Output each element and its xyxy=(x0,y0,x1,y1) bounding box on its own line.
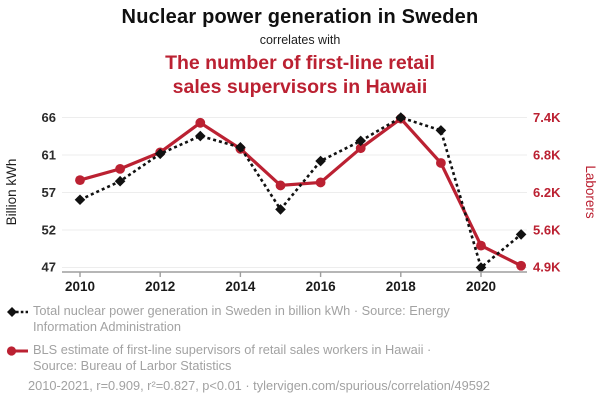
diamond-marker-sweden-nuclear xyxy=(114,175,126,187)
x-tick-2012: 2012 xyxy=(145,279,175,294)
circle-marker-hawaii-retail-supervisors xyxy=(516,260,526,271)
legend-label-sweden: Total nuclear power generation in Sweden… xyxy=(33,303,450,335)
right-axis-title: Laborers xyxy=(583,165,598,219)
right-tick-5-6k: 5.6K xyxy=(533,223,561,238)
diamond-marker-sweden-nuclear xyxy=(275,204,286,215)
right-tick-6-2k: 6.2K xyxy=(533,185,561,200)
circle-marker-hawaii-retail-supervisors xyxy=(275,180,286,191)
left-tick-47: 47 xyxy=(42,260,56,275)
x-tick-2016: 2016 xyxy=(306,279,337,294)
circle-marker-hawaii-retail-supervisors xyxy=(355,143,366,154)
left-tick-61: 61 xyxy=(42,148,56,163)
circle-marker-hawaii-retail-supervisors xyxy=(476,240,486,251)
legend-hawaii-line-1: BLS estimate of first-line supervisors o… xyxy=(33,342,432,357)
x-tick-2014: 2014 xyxy=(225,279,256,294)
page-subtitle: The number of first-line retail sales sup… xyxy=(0,52,600,99)
plot-area xyxy=(74,112,527,273)
diamond-marker-sweden-nuclear xyxy=(355,135,366,147)
subtitle-line-1: The number of first-line retail xyxy=(165,52,435,74)
circle-marker-hawaii-retail-supervisors xyxy=(115,163,125,174)
left-tick-66: 66 xyxy=(42,110,56,125)
x-tick-2010: 2010 xyxy=(65,279,95,294)
diamond-marker-sweden-nuclear xyxy=(195,130,206,142)
legend-hawaii-line-2: Source: Bureau of Larbor Statistics xyxy=(33,357,232,373)
black-diamond-dashed-line-icon xyxy=(7,307,28,317)
diamond-marker-sweden-nuclear xyxy=(74,194,86,206)
page-title: Nuclear power generation in Sweden xyxy=(121,6,479,28)
chart-canvas: 66 61 57 52 47 7.4K 6.8K 6.2K 5.6K 4.9K … xyxy=(4,110,598,294)
right-tick-4-9k: 4.9K xyxy=(533,260,561,275)
red-circle-line-icon xyxy=(6,346,28,356)
x-tick-2018: 2018 xyxy=(386,279,417,294)
header: Nuclear power generation in Sweden corre… xyxy=(0,0,600,115)
right-tick-7-4k: 7.4K xyxy=(533,110,561,125)
correlates-with-text: correlates with xyxy=(259,33,341,47)
right-axis-ticks: 7.4K 6.8K 6.2K 5.6K 4.9K xyxy=(533,110,561,275)
diamond-marker-sweden-nuclear xyxy=(395,112,407,123)
diamond-marker-sweden-nuclear xyxy=(475,262,487,273)
gridlines xyxy=(62,117,527,268)
stats-footer: 2010-2021, r=0.909, r²=0.827, p<0.01 · t… xyxy=(28,378,491,393)
left-axis-title: Billion kWh xyxy=(4,159,19,226)
legend-sweden-line-2: Information Administration xyxy=(33,318,181,334)
legend-sweden-line-1: Total nuclear power generation in Sweden… xyxy=(33,303,450,318)
left-axis-ticks: 66 61 57 52 47 xyxy=(42,110,56,275)
diamond-marker-sweden-nuclear xyxy=(515,229,527,240)
circle-marker-hawaii-retail-supervisors xyxy=(436,158,446,168)
x-axis-ticks: 2010 2012 2014 2016 2018 2020 xyxy=(65,279,496,294)
circle-marker-hawaii-retail-supervisors xyxy=(315,177,326,188)
x-axis xyxy=(62,271,527,277)
x-tick-2020: 2020 xyxy=(466,279,496,294)
circle-marker-hawaii-retail-supervisors xyxy=(75,175,85,185)
right-tick-6-8k: 6.8K xyxy=(533,148,561,163)
diamond-marker-sweden-nuclear xyxy=(315,155,326,167)
series-line-sweden-nuclear xyxy=(79,116,522,270)
diamond-marker-sweden-nuclear xyxy=(154,148,166,160)
left-tick-57: 57 xyxy=(42,185,56,200)
legend-item-hawaii: BLS estimate of first-line supervisors o… xyxy=(6,342,431,374)
diamond-marker-sweden-nuclear xyxy=(435,125,447,136)
circle-marker-hawaii-retail-supervisors xyxy=(195,117,206,128)
legend-label-hawaii: BLS estimate of first-line supervisors o… xyxy=(33,342,431,374)
left-tick-52: 52 xyxy=(42,223,56,238)
subtitle-line-2: sales supervisors in Hawaii xyxy=(172,75,428,98)
diamond-marker-sweden-nuclear xyxy=(235,142,246,153)
legend-item-sweden: Total nuclear power generation in Sweden… xyxy=(6,303,450,335)
